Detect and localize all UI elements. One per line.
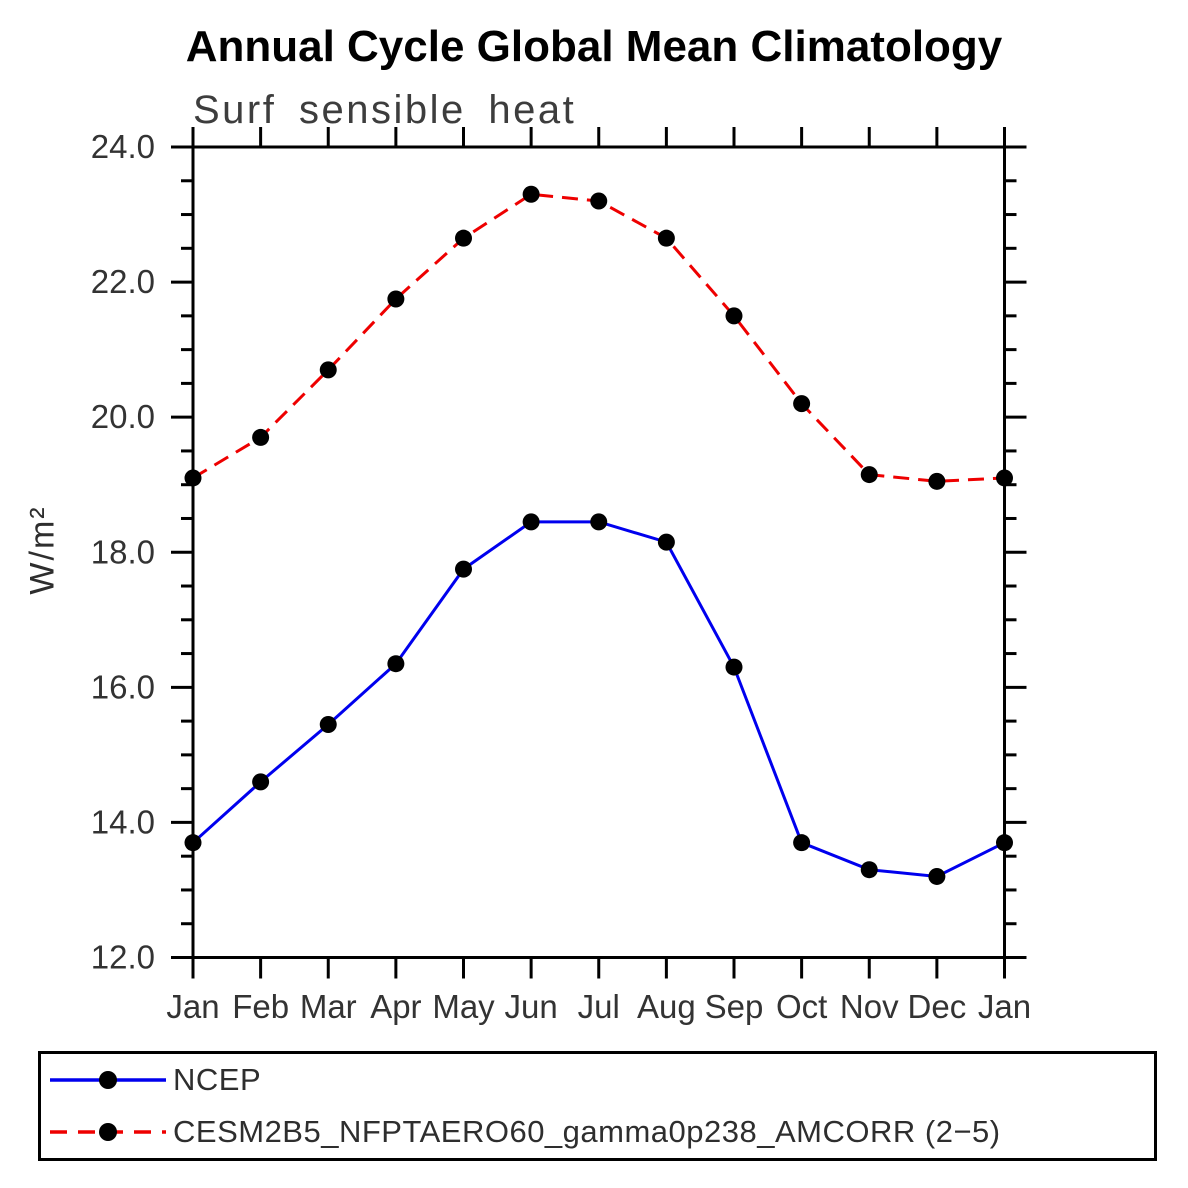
data-point-marker [455, 229, 472, 247]
data-point-marker [387, 655, 405, 673]
legend-marker-icon [99, 1123, 117, 1141]
x-tick-label: Mar [300, 988, 357, 1025]
y-tick-label: 16.0 [91, 668, 155, 705]
data-point-marker [996, 834, 1013, 852]
legend-item-ncep: NCEP [41, 1055, 1154, 1105]
data-point-marker [860, 861, 878, 879]
data-point-marker [522, 513, 540, 531]
chart-subtitle: Surf sensible heat [193, 88, 577, 132]
x-tick-label: Apr [370, 988, 421, 1025]
x-tick-label: Jan [978, 988, 1031, 1025]
data-point-marker [928, 472, 946, 490]
chart-title: Annual Cycle Global Mean Climatology [185, 22, 1003, 71]
data-point-marker [590, 513, 608, 531]
data-point-marker [657, 229, 675, 247]
y-tick-label: 14.0 [91, 803, 155, 840]
data-point-marker [725, 658, 743, 676]
x-tick-label: Oct [776, 988, 827, 1025]
legend-item-cesm2b5: CESM2B5_NFPTAERO60_gamma0p238_AMCORR (2−… [41, 1107, 1154, 1157]
legend-label-cesm2b5: CESM2B5_NFPTAERO60_gamma0p238_AMCORR (2−… [173, 1114, 1001, 1149]
data-point-marker [387, 290, 405, 308]
legend: NCEP CESM2B5_NFPTAERO60_gamma0p238_AMCOR… [38, 1051, 1157, 1161]
y-tick-label: 18.0 [91, 533, 155, 570]
legend-marker-icon [99, 1071, 117, 1089]
x-tick-label: Jun [505, 988, 558, 1025]
x-tick-label: May [432, 988, 495, 1025]
series-line-cesm2b5 [192, 192, 1005, 483]
data-point-marker [252, 428, 270, 446]
plot-frame [191, 145, 1006, 959]
data-point-marker [725, 307, 743, 325]
x-tick-label: Dec [908, 988, 967, 1025]
y-tick-label: 22.0 [91, 263, 155, 300]
data-point-marker [860, 466, 878, 484]
series-line-ncep [191, 520, 1006, 878]
x-tick-label: Aug [637, 988, 696, 1025]
x-tick-label: Feb [232, 988, 289, 1025]
plot-area: 12.0 14.0 16.0 18.0 20.0 22.0 24.0 Jan Feb Mar Apr… [91, 127, 1031, 1025]
y-tick-label: 12.0 [91, 939, 155, 976]
data-point-marker [928, 867, 946, 885]
data-point-marker [657, 533, 675, 551]
y-tick-label: 24.0 [91, 128, 155, 165]
data-point-marker [319, 715, 337, 733]
data-point-marker [184, 834, 202, 852]
x-tick-label: Nov [840, 988, 899, 1025]
data-point-marker [252, 773, 270, 791]
data-point-marker [455, 560, 472, 578]
legend-label-ncep: NCEP [173, 1062, 262, 1097]
x-tick-label: Jan [166, 988, 219, 1025]
legend-line-sample-solid [50, 1071, 166, 1089]
y-tick-label: 20.0 [91, 398, 155, 435]
data-point-marker [319, 361, 337, 379]
data-point-marker [793, 395, 811, 413]
x-tick-label: Sep [705, 988, 764, 1025]
data-point-marker [793, 834, 811, 852]
legend-line-sample-dashed [50, 1123, 166, 1141]
data-point-marker [590, 192, 608, 210]
data-point-marker [184, 469, 202, 487]
data-point-marker [996, 469, 1013, 487]
x-tick-label: Jul [578, 988, 620, 1025]
data-point-marker [522, 185, 540, 203]
